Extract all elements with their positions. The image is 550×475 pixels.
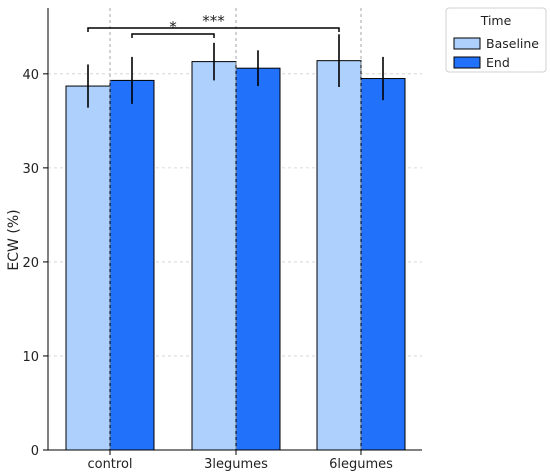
significance-bracket (87, 27, 340, 32)
y-tick-label: 20 (22, 256, 39, 271)
legend-label-baseline: Baseline (486, 36, 539, 51)
y-tick-label: 30 (22, 162, 39, 177)
legend-box (445, 7, 547, 73)
tick-labels: 0 10 20 30 40 control 3legumes 6legumes (22, 68, 393, 472)
y-tick-label: 10 (22, 350, 39, 365)
y-tick-label: 0 (31, 444, 39, 459)
x-tick-label: 3legumes (204, 457, 268, 472)
significance-label: *** (202, 12, 225, 30)
bar-end-3legumes (235, 67, 281, 451)
y-tick-label: 40 (22, 68, 39, 83)
significance-brackets: * *** (87, 12, 340, 38)
bar-end-control (109, 79, 155, 451)
legend-label-end: End (486, 55, 510, 70)
bar-baseline-control (65, 85, 111, 451)
x-tick-label: 6legumes (329, 457, 393, 472)
legend-title: Time (480, 13, 512, 28)
bar-end-6legumes (360, 78, 406, 451)
y-axis-label: ECW (%) (6, 209, 22, 270)
significance-label: * (169, 18, 177, 36)
significance-bracket (131, 33, 215, 38)
x-tick-label: control (87, 457, 132, 472)
bar-baseline-3legumes (191, 61, 237, 451)
bars (65, 60, 406, 451)
legend-swatch-end (453, 56, 481, 69)
legend-swatch-baseline (453, 37, 481, 50)
error-bars (87, 8, 384, 450)
bar-baseline-6legumes (316, 60, 362, 451)
legend: Time Baseline End (445, 7, 547, 73)
axes (43, 8, 422, 455)
